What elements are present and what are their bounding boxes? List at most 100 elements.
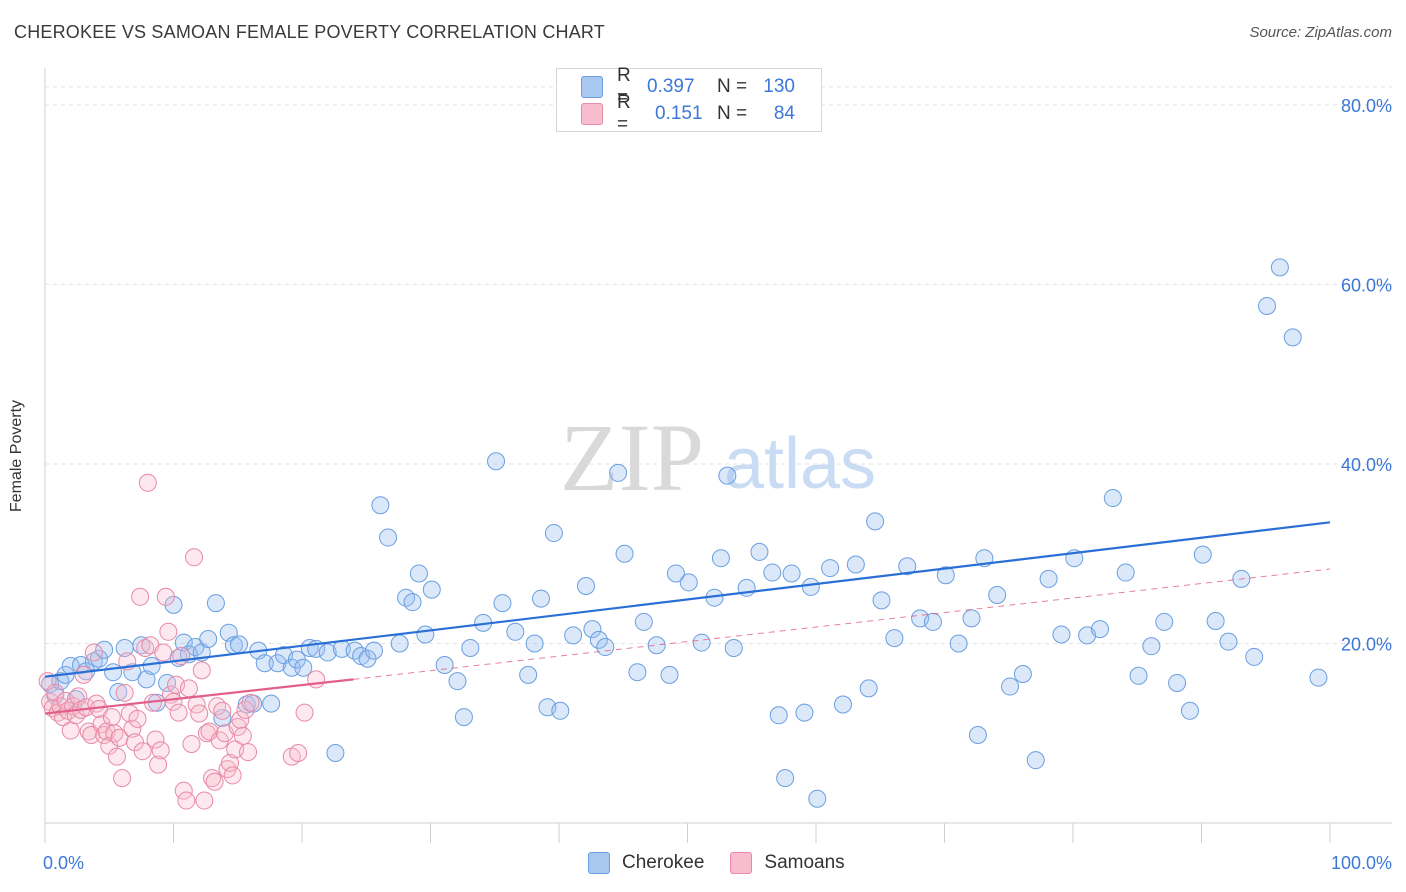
cherokee-point: [397, 588, 416, 607]
cherokee-point: [326, 743, 345, 762]
samoans-point: [123, 719, 142, 738]
cherokee-point: [1142, 637, 1161, 656]
samoans-point: [179, 679, 198, 698]
legend: R = 0.397 N = 130 R = 0.151 N = 84: [556, 65, 822, 135]
chart-title: CHEROKEE VS SAMOAN FEMALE POVERTY CORREL…: [14, 22, 605, 42]
cherokee-point: [230, 635, 249, 654]
cherokee-point: [872, 591, 891, 610]
cherokee-point: [519, 665, 538, 684]
cherokee-point: [532, 589, 551, 608]
cherokee-point: [801, 577, 820, 596]
samoans-point: [115, 683, 134, 702]
samoans-point: [133, 742, 152, 761]
cherokee-point: [1245, 647, 1264, 666]
cherokee-point: [564, 626, 583, 645]
samoans-point: [205, 772, 224, 791]
legend-n-label: N =: [717, 103, 748, 124]
legend-n-value: 84: [773, 103, 795, 124]
bottom-legend-cherokee: Cherokee: [588, 852, 704, 874]
cherokee-point: [506, 622, 525, 641]
samoans-point: [102, 708, 121, 727]
cherokee-point: [364, 641, 383, 660]
cherokee-point: [615, 544, 634, 563]
cherokee-point: [1090, 620, 1109, 639]
cherokee-point: [371, 496, 390, 515]
samoans-point: [125, 733, 144, 752]
cherokee-point: [866, 512, 885, 531]
trend-lines: [44, 521, 1331, 715]
cherokee-point: [782, 564, 801, 583]
cherokee-point: [949, 634, 968, 653]
cherokee-point: [109, 682, 128, 701]
cherokee-point: [262, 694, 281, 713]
cherokee-point: [104, 663, 123, 682]
cherokee-point: [821, 559, 840, 578]
cherokee-point: [1001, 677, 1020, 696]
cherokee-point: [318, 643, 337, 662]
cherokee-point: [808, 789, 827, 808]
samoans-point: [192, 661, 211, 680]
cherokee-point: [628, 663, 647, 682]
legend-n-label: N =: [717, 76, 748, 97]
cherokee-point: [409, 564, 428, 583]
samoans-point: [195, 791, 214, 810]
cherokee-point: [898, 557, 917, 576]
samoans-point: [146, 730, 165, 749]
legend-swatch-cherokee: [581, 76, 603, 98]
cherokee-point: [403, 593, 422, 612]
cherokee-point: [968, 726, 987, 745]
cherokee-point: [487, 452, 506, 471]
samoans-point: [289, 743, 308, 762]
y-tick-label: 80.0%: [1341, 96, 1392, 116]
bottom-legend-label-samoans: Samoans: [764, 852, 845, 873]
samoans-point: [185, 548, 204, 567]
cherokee-point: [206, 594, 225, 613]
samoans-point: [84, 643, 103, 662]
samoans-point: [307, 670, 326, 689]
samoans-point: [131, 587, 150, 606]
cherokee-point: [769, 706, 788, 725]
cherokee-point: [142, 656, 161, 675]
cherokee-point: [962, 609, 981, 628]
cherokee-point: [1309, 668, 1328, 687]
cherokee-point: [718, 466, 737, 485]
y-tick-label: 20.0%: [1341, 634, 1392, 654]
legend-swatch-samoans: [581, 103, 603, 125]
samoans-point: [228, 717, 247, 736]
samoans-point: [213, 701, 232, 720]
cherokee-point: [435, 656, 454, 675]
cherokee-point: [1103, 489, 1122, 508]
samoans-point: [159, 622, 178, 641]
samoans-point: [190, 704, 209, 723]
cherokee-point: [422, 580, 441, 599]
legend-n-value: 130: [763, 76, 795, 97]
cherokee-point: [1283, 328, 1302, 347]
legend-r-label: R =: [617, 92, 631, 135]
cherokee-point: [454, 708, 473, 727]
cherokee-point: [589, 630, 608, 649]
watermark-zip: ZIP: [560, 404, 704, 511]
cherokee-point: [666, 564, 685, 583]
x-tick-label-right: 100.0%: [1331, 853, 1392, 873]
samoans-point: [241, 693, 260, 712]
cherokee-point: [1026, 751, 1045, 770]
samoans-point: [138, 473, 157, 492]
cherokee-point: [609, 463, 628, 482]
cherokee-point: [174, 633, 193, 652]
samoans-point: [136, 638, 155, 657]
cherokee-point: [416, 625, 435, 644]
cherokee-point: [1180, 701, 1199, 720]
cherokee-point: [833, 695, 852, 714]
cherokee-point: [692, 633, 711, 652]
cherokee-point: [294, 658, 313, 677]
y-tick-label: 60.0%: [1341, 275, 1392, 295]
cherokee-point: [679, 573, 698, 592]
legend-r-value: 0.151: [655, 103, 703, 124]
samoans-point: [239, 743, 258, 762]
samoans-point: [169, 703, 188, 722]
cherokee-point: [1129, 666, 1148, 685]
cherokee-point: [988, 585, 1007, 604]
bottom-legend-swatch-cherokee: [588, 852, 610, 874]
cherokee-point: [158, 673, 177, 692]
